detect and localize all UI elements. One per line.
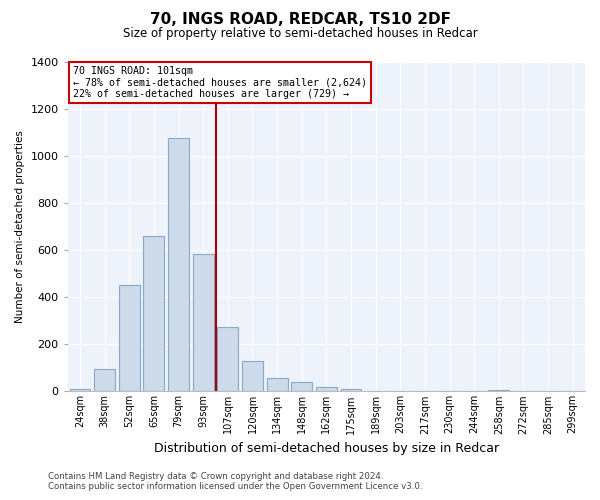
Text: 70, INGS ROAD, REDCAR, TS10 2DF: 70, INGS ROAD, REDCAR, TS10 2DF xyxy=(149,12,451,28)
Bar xyxy=(217,326,238,392)
Y-axis label: Number of semi-detached properties: Number of semi-detached properties xyxy=(15,130,25,323)
Bar xyxy=(488,390,509,392)
Bar xyxy=(94,369,115,392)
Bar xyxy=(266,378,287,392)
X-axis label: Distribution of semi-detached houses by size in Redcar: Distribution of semi-detached houses by … xyxy=(154,442,499,455)
Bar xyxy=(193,254,214,392)
Text: Size of property relative to semi-detached houses in Redcar: Size of property relative to semi-detach… xyxy=(122,28,478,40)
Bar xyxy=(119,286,140,392)
Bar xyxy=(341,388,361,392)
Bar xyxy=(143,236,164,392)
Text: Contains HM Land Registry data © Crown copyright and database right 2024.
Contai: Contains HM Land Registry data © Crown c… xyxy=(48,472,422,491)
Bar xyxy=(316,386,337,392)
Bar xyxy=(70,389,91,392)
Bar xyxy=(168,138,189,392)
Bar xyxy=(242,361,263,392)
Bar xyxy=(291,382,312,392)
Text: 70 INGS ROAD: 101sqm
← 78% of semi-detached houses are smaller (2,624)
22% of se: 70 INGS ROAD: 101sqm ← 78% of semi-detac… xyxy=(73,66,367,100)
